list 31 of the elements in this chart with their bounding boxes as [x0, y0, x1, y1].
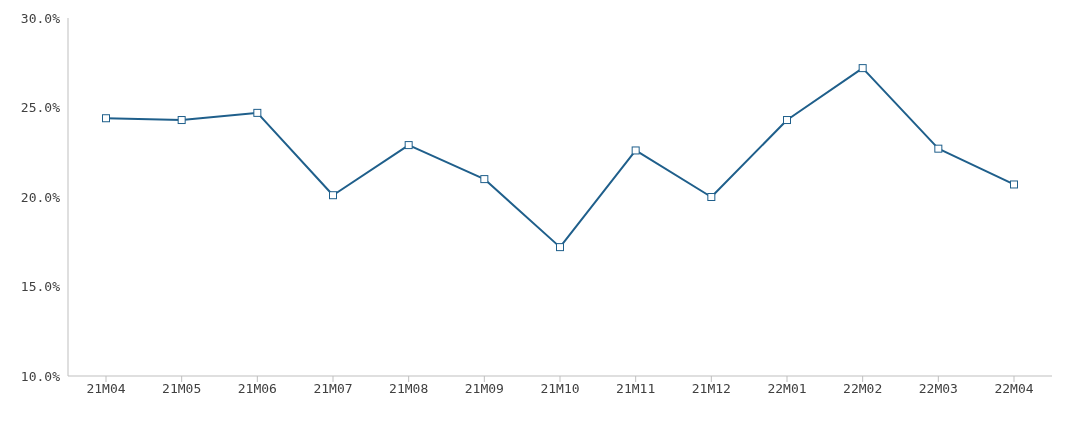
point — [783, 116, 791, 125]
x-tick-label: 22M02 — [843, 381, 883, 397]
y-tick-label: 25.0% — [20, 100, 61, 116]
point — [329, 191, 337, 200]
x-tick-label: 21M10 — [540, 381, 580, 397]
point — [177, 116, 186, 125]
x-tick-label: 21M12 — [691, 381, 731, 397]
x-tick-label: 22M01 — [767, 381, 807, 397]
y-tick-label: 20.0% — [20, 189, 61, 205]
x-tick-label: 22M04 — [994, 381, 1034, 397]
x-tick-label: 21M07 — [313, 381, 353, 397]
point — [480, 175, 489, 184]
y-tick-label: 30.0% — [20, 10, 61, 26]
y-tick-label: 10.0% — [20, 368, 61, 384]
point — [858, 64, 867, 73]
point — [631, 146, 640, 155]
x-tick-label: 21M11 — [616, 381, 656, 397]
y-tick-label: 15.0% — [20, 279, 61, 295]
x-tick-label: 22M03 — [918, 381, 958, 397]
point — [253, 108, 262, 117]
x-tick-label: 21M06 — [237, 381, 277, 397]
point — [707, 193, 716, 201]
point — [102, 114, 110, 123]
x-tick-label: 21M05 — [162, 381, 202, 397]
x-tick-label: 21M08 — [389, 381, 429, 397]
x-tick-label: 21M04 — [86, 381, 126, 397]
point — [1010, 180, 1018, 189]
point — [556, 243, 564, 252]
x-tick-label: 21M09 — [464, 381, 504, 397]
point — [934, 144, 943, 153]
point — [404, 141, 413, 150]
